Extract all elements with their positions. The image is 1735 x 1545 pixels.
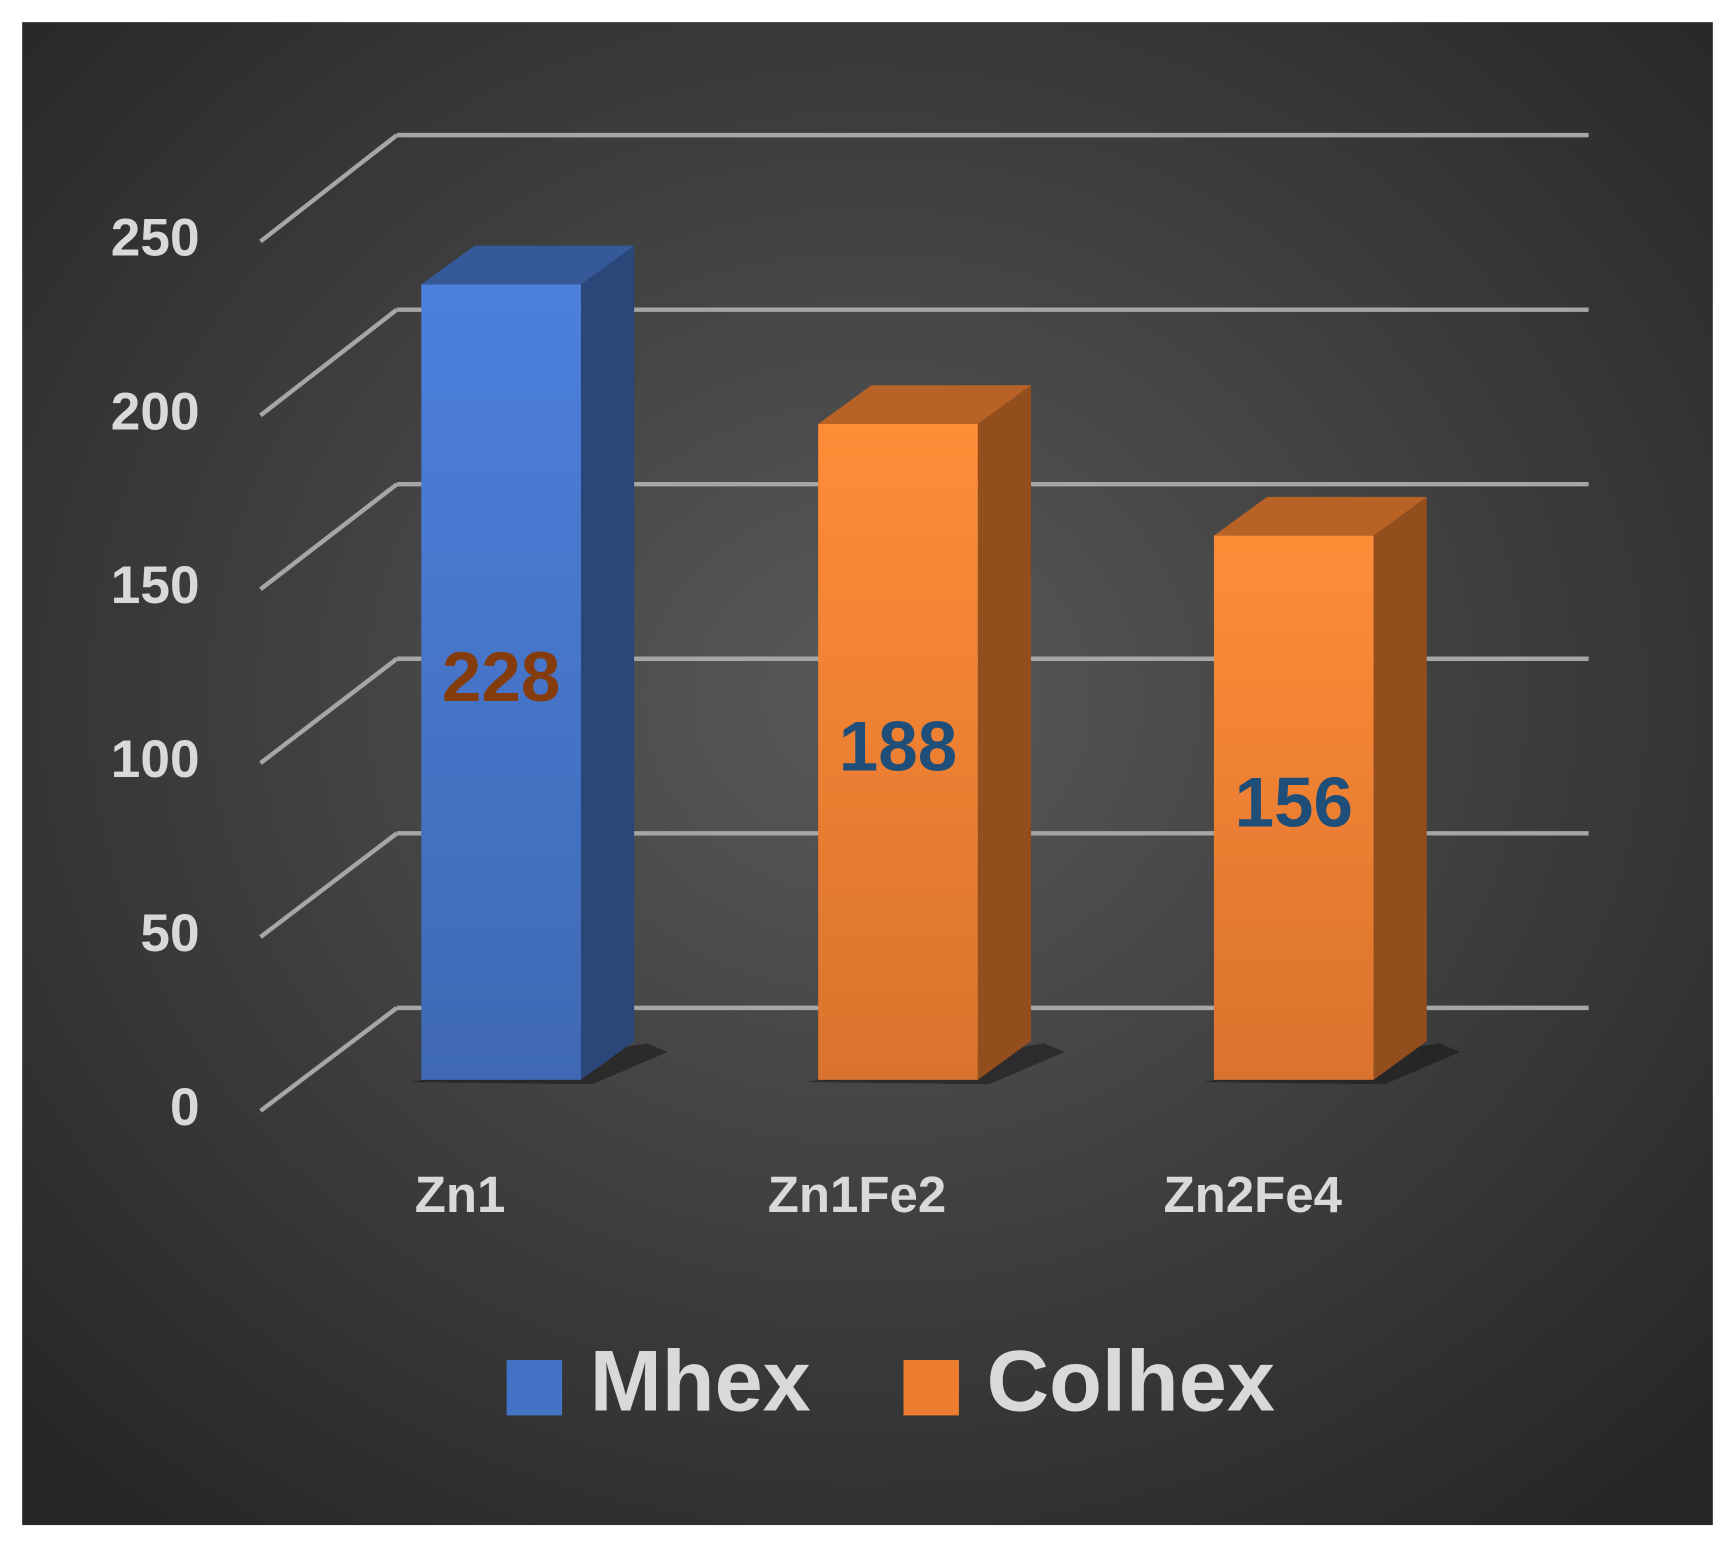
data-label: 228	[442, 638, 560, 717]
y-tick-label: 0	[170, 1078, 200, 1137]
data-label: 188	[839, 708, 957, 787]
y-tick-label: 250	[111, 209, 200, 268]
y-tick-label: 100	[111, 730, 200, 789]
bar-top	[818, 385, 1032, 424]
x-tick-label: Zn1Fe2	[768, 1166, 947, 1223]
x-tick-label: Zn1	[415, 1166, 506, 1223]
bar-side	[1373, 496, 1427, 1080]
legend-swatch	[903, 1360, 959, 1416]
bar-top	[1213, 496, 1427, 536]
data-label: 156	[1235, 763, 1353, 842]
grid-line-floor	[259, 482, 399, 591]
grid-line-floor	[259, 1006, 399, 1113]
y-tick-label: 150	[111, 556, 200, 615]
bar-side	[977, 385, 1032, 1080]
legend-label: Colhex	[987, 1334, 1275, 1430]
bar-side	[580, 245, 635, 1080]
grid-line-floor	[259, 133, 399, 244]
bar-top	[421, 245, 635, 285]
bar	[1213, 535, 1374, 1080]
y-tick-label: 200	[111, 382, 200, 441]
bar	[818, 423, 978, 1080]
y-tick-label: 50	[140, 904, 199, 963]
legend-swatch	[506, 1360, 563, 1416]
grid-line-floor	[259, 831, 399, 939]
x-tick-label: Zn2Fe4	[1163, 1166, 1342, 1223]
legend-label: Mhex	[590, 1334, 811, 1430]
grid-line-floor	[259, 307, 399, 418]
bar	[421, 284, 581, 1080]
grid-line-floor	[259, 656, 399, 765]
